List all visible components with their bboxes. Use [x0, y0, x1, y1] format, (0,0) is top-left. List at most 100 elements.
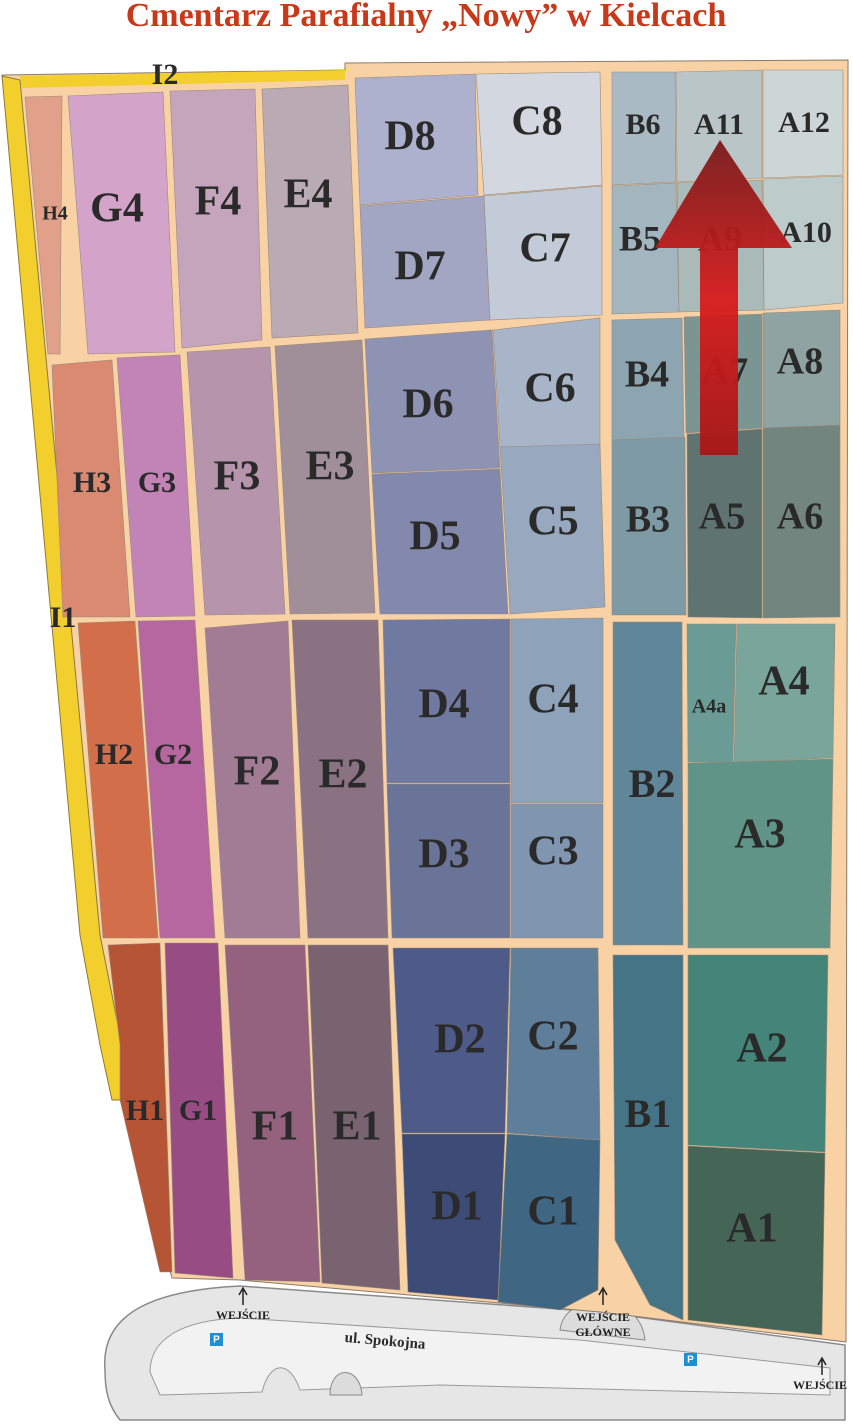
- section-area: [77, 620, 159, 939]
- section-label: E2: [318, 752, 367, 798]
- section-area: [392, 947, 511, 1134]
- section-label: A3: [734, 812, 785, 858]
- entrance-label: GŁÓWNE: [575, 1325, 630, 1339]
- section-label: G4: [90, 186, 144, 232]
- section-area: [169, 88, 263, 349]
- section-area: [307, 944, 401, 1291]
- section-label: G3: [138, 466, 176, 499]
- section-label: D3: [418, 832, 469, 878]
- section-label: H2: [95, 738, 133, 771]
- section-label: B1: [625, 1091, 672, 1136]
- section-area: [274, 339, 376, 615]
- section-area: [762, 69, 844, 179]
- section-label: E4: [283, 172, 332, 218]
- section-area: [687, 758, 834, 949]
- section-label: D7: [394, 244, 445, 290]
- section-area: [762, 175, 844, 311]
- section-area: [687, 1145, 826, 1336]
- alley-label: I1: [50, 601, 77, 634]
- parking-sign: [684, 1353, 697, 1366]
- section-area: [611, 436, 687, 616]
- alley-strip-top: [20, 70, 345, 88]
- section-label: H3: [73, 466, 111, 499]
- entrance-label: WEJŚCIE: [576, 1310, 630, 1324]
- section-label: A12: [778, 106, 830, 139]
- title: Cmentarz Parafialny „Nowy” w Kielcach: [126, 0, 727, 34]
- section-label: E1: [332, 1104, 381, 1150]
- section-area: [67, 91, 176, 355]
- section-label: C4: [527, 677, 578, 723]
- section-label: D6: [402, 382, 453, 428]
- section-label: F3: [214, 454, 261, 500]
- section-label: F2: [234, 749, 281, 795]
- section-area: [204, 620, 301, 939]
- section-area: [261, 84, 359, 339]
- section-area: [733, 623, 836, 763]
- section-area: [612, 954, 684, 1321]
- section-area: [497, 1133, 601, 1311]
- section-area: [24, 95, 63, 355]
- section-label: H1: [126, 1094, 164, 1127]
- section-area: [382, 618, 511, 784]
- section-area: [224, 944, 321, 1283]
- section-area: [687, 954, 829, 1153]
- section-label: H4: [42, 203, 68, 225]
- section-label: B3: [626, 499, 670, 541]
- section-label: C6: [524, 366, 575, 412]
- section-area: [510, 803, 604, 939]
- section-area: [499, 443, 606, 615]
- section-label: B5: [619, 218, 661, 258]
- parking-label: P: [687, 1355, 694, 1366]
- section-area: [364, 329, 501, 474]
- section-label: B6: [625, 108, 660, 141]
- section-label: A6: [777, 496, 823, 538]
- section-label: G2: [154, 738, 192, 771]
- section-label: D8: [384, 114, 435, 160]
- section-area: [164, 942, 234, 1279]
- alley-label: I2: [152, 58, 179, 91]
- section-label: C5: [527, 499, 578, 545]
- entrance-arrow: [817, 1356, 827, 1375]
- section-label: D2: [434, 1017, 485, 1063]
- section-area: [612, 621, 684, 946]
- section-area: [371, 468, 509, 615]
- section-label: C3: [527, 829, 578, 875]
- section-area: [116, 354, 196, 618]
- street-inner: [149, 1317, 831, 1396]
- entrance-arrow: [238, 1286, 248, 1305]
- section-area: [483, 185, 603, 321]
- section-area: [611, 71, 677, 186]
- direction-arrow: [655, 140, 792, 455]
- entrance-label: WEJŚCIE: [216, 1308, 270, 1322]
- street-label: ul. Spokojna: [344, 1330, 426, 1353]
- section-label: F4: [195, 179, 242, 225]
- section-area: [510, 617, 604, 804]
- section-label: D4: [418, 682, 469, 728]
- section-label: A11: [694, 108, 744, 141]
- section-label: B2: [629, 761, 676, 806]
- section-label: B4: [625, 354, 669, 396]
- section-label: F1: [252, 1104, 299, 1150]
- parking-label: P: [213, 1335, 220, 1346]
- section-area: [291, 619, 389, 939]
- entrance-arrow: [598, 1286, 608, 1305]
- section-label: A1: [726, 1206, 777, 1252]
- section-area: [107, 942, 173, 1273]
- section-area: [51, 359, 131, 618]
- section-label: C8: [511, 99, 562, 145]
- section-area: [186, 346, 286, 616]
- parking-sign: [210, 1333, 223, 1346]
- section-label: C7: [519, 226, 570, 272]
- section-label: G1: [179, 1094, 217, 1127]
- section-label: C2: [527, 1014, 578, 1060]
- section-label: D1: [431, 1184, 482, 1230]
- section-label: A4a: [692, 696, 726, 718]
- section-area: [354, 73, 479, 206]
- section-label: A8: [777, 341, 823, 383]
- section-label: A2: [736, 1026, 787, 1072]
- section-area: [137, 619, 216, 939]
- section-area: [475, 71, 603, 196]
- section-label: C1: [527, 1189, 578, 1235]
- section-label: A4: [758, 659, 809, 705]
- section-label: A5: [699, 496, 745, 538]
